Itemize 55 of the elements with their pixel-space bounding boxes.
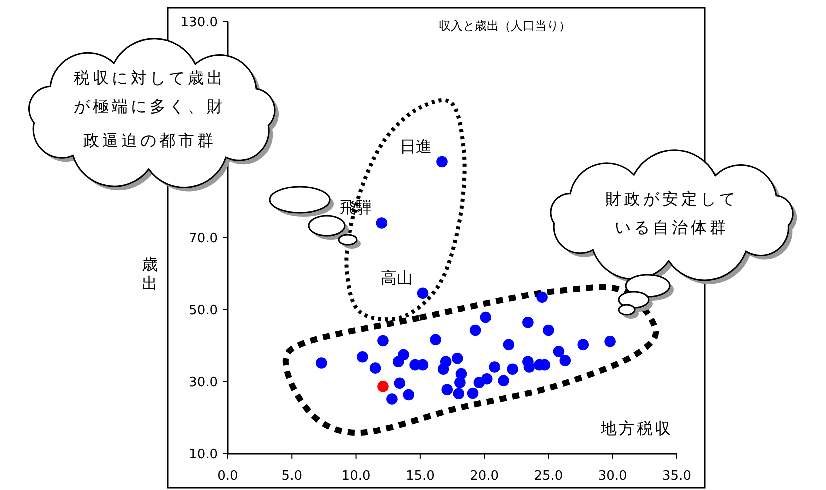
y-tick-label: 30.0 bbox=[189, 376, 218, 391]
point bbox=[604, 336, 616, 348]
point bbox=[481, 373, 493, 385]
point bbox=[430, 334, 442, 346]
point bbox=[403, 389, 415, 401]
point bbox=[436, 156, 448, 168]
point bbox=[536, 292, 548, 304]
point bbox=[417, 288, 429, 300]
x-axis-title: 地方税収 bbox=[600, 419, 673, 438]
point bbox=[480, 312, 492, 324]
y-axis-title: 歳出 bbox=[142, 255, 158, 294]
point bbox=[394, 378, 406, 390]
text: 税収に対して歳出が極端に多く、財政逼迫の都市群 bbox=[74, 68, 226, 150]
annotation: 財政が安定している自治体群 bbox=[606, 190, 738, 237]
point bbox=[316, 358, 328, 369]
point bbox=[370, 362, 382, 374]
y-tick-label: 130.0 bbox=[180, 16, 218, 31]
x-tick-label: 10.0 bbox=[342, 469, 371, 484]
point bbox=[454, 377, 466, 388]
x-tick-label: 20.0 bbox=[470, 469, 500, 484]
x-tick-label: 0.0 bbox=[218, 469, 238, 484]
point bbox=[438, 364, 450, 376]
point bbox=[553, 346, 565, 358]
x-tick-label: 25.0 bbox=[534, 469, 564, 484]
point bbox=[524, 362, 536, 373]
annotation: 高山 bbox=[380, 268, 413, 288]
point bbox=[522, 316, 534, 328]
point bbox=[452, 352, 464, 364]
y-tick-label: 50.0 bbox=[189, 304, 218, 319]
y-tick-label: 70.0 bbox=[189, 232, 218, 247]
x-tick-label: 5.0 bbox=[282, 469, 302, 484]
point bbox=[378, 381, 389, 392]
x-tick-label: 30.0 bbox=[598, 469, 628, 484]
x-tick-label: 15.0 bbox=[406, 469, 435, 484]
point bbox=[442, 384, 454, 396]
point bbox=[560, 355, 572, 366]
point bbox=[489, 362, 500, 373]
point bbox=[543, 324, 554, 336]
point bbox=[453, 388, 465, 400]
x-tick-label: 35.0 bbox=[662, 469, 692, 484]
point bbox=[498, 375, 510, 387]
point bbox=[392, 356, 404, 368]
point bbox=[378, 335, 389, 347]
chart-title: 収入と歳出（人口当り） bbox=[439, 19, 571, 33]
point bbox=[507, 364, 518, 376]
point bbox=[470, 324, 482, 336]
point bbox=[578, 339, 589, 351]
annotation: 日進 bbox=[400, 137, 432, 156]
point bbox=[376, 218, 388, 229]
point bbox=[357, 352, 368, 363]
annotation: 飛騨 bbox=[340, 198, 372, 218]
point bbox=[467, 388, 479, 400]
y-tick-label: 10.0 bbox=[189, 448, 218, 463]
point bbox=[386, 394, 398, 405]
point bbox=[503, 339, 515, 351]
